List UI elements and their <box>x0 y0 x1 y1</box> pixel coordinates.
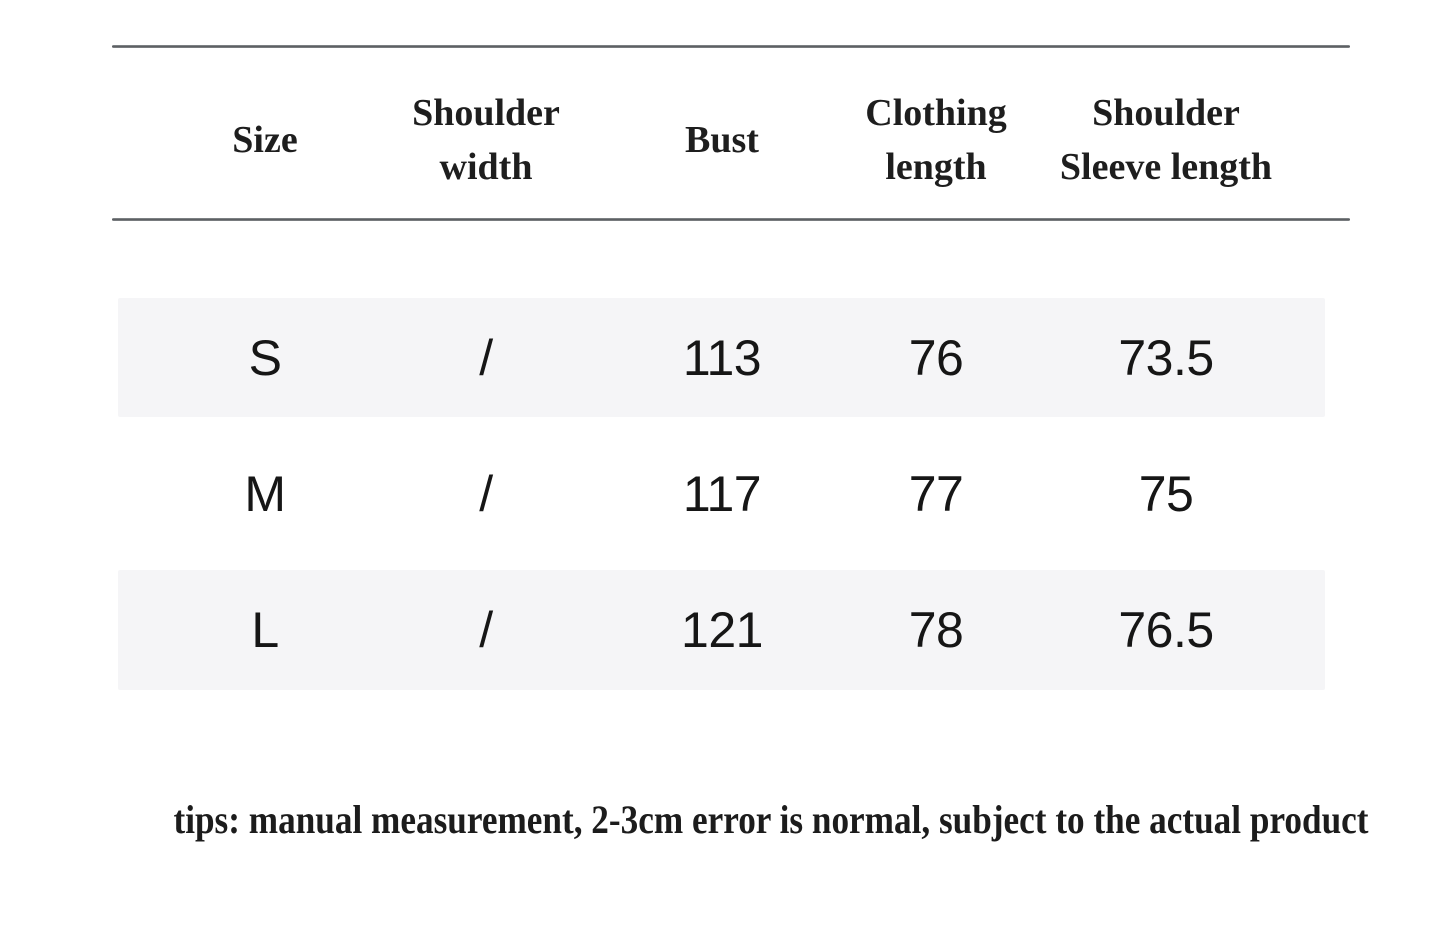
value-bust-m: 117 <box>682 465 762 522</box>
header-cell-bust: Bust <box>554 114 890 168</box>
cell-clothing-length: 76 <box>890 329 982 387</box>
tips-note: tips: manual measurement, 2-3cm error is… <box>92 796 1372 843</box>
cell-clothing-length: 78 <box>890 601 982 659</box>
table-row-m: M / 117 77 75 <box>112 417 1350 570</box>
cell-sleeve-length: 75 <box>982 465 1350 523</box>
value-shoulder-width-l: / <box>479 602 493 658</box>
value-shoulder-width-m: / <box>479 465 493 522</box>
value-shoulder-width-s: / <box>479 329 493 386</box>
cell-size: S <box>112 329 418 387</box>
table-header-row: Size Shoulder width Bust Clothing length… <box>112 48 1350 218</box>
value-bust-s: 113 <box>682 329 762 386</box>
row-band <box>118 570 1325 690</box>
cell-sleeve-length: 73.5 <box>982 329 1350 387</box>
header-rule <box>112 218 1350 221</box>
cell-shoulder-width: / <box>418 329 554 387</box>
tips-text: tips: manual measurement, 2-3cm error is… <box>173 797 1369 842</box>
header-label-shoulder-width: Shoulder width <box>412 92 560 188</box>
value-sleeve-length-s: 73.5 <box>1118 329 1214 386</box>
value-size-s: S <box>248 329 282 386</box>
value-bust-l: 121 <box>681 602 763 658</box>
value-sleeve-length-l: 76.5 <box>1118 602 1214 658</box>
header-label-clothing-length: Clothing length <box>865 92 1007 188</box>
cell-clothing-length: 77 <box>890 465 982 523</box>
cell-shoulder-width: / <box>418 601 554 659</box>
value-clothing-length-m: 77 <box>908 465 964 522</box>
cell-bust: 117 <box>554 465 890 523</box>
cell-bust: 121 <box>554 601 890 659</box>
header-label-sleeve-length: Shoulder Sleeve length <box>1059 92 1273 188</box>
table-row-l: L / 121 78 76.5 <box>112 570 1350 690</box>
table-row-s: S / 113 76 73.5 <box>112 298 1350 417</box>
cell-size: L <box>112 601 418 659</box>
cell-bust: 113 <box>554 329 890 387</box>
top-rule <box>112 45 1350 48</box>
header-label-bust: Bust <box>685 119 759 162</box>
cell-sleeve-length: 76.5 <box>982 601 1350 659</box>
value-clothing-length-l: 78 <box>908 602 964 658</box>
value-clothing-length-s: 76 <box>908 329 964 386</box>
header-label-size: Size <box>232 119 298 162</box>
header-cell-clothing-length: Clothing length <box>865 87 1006 195</box>
row-band <box>118 298 1325 417</box>
cell-size: M <box>112 465 418 523</box>
value-size-m: M <box>244 465 286 522</box>
value-size-l: L <box>251 602 279 658</box>
header-cell-shoulder-width: Shoulder width <box>412 87 560 195</box>
cell-shoulder-width: / <box>418 465 554 523</box>
value-sleeve-length-m: 75 <box>1138 465 1194 522</box>
header-cell-sleeve-length: Shoulder Sleeve length <box>982 87 1350 195</box>
header-cell-size: Size <box>112 114 418 168</box>
